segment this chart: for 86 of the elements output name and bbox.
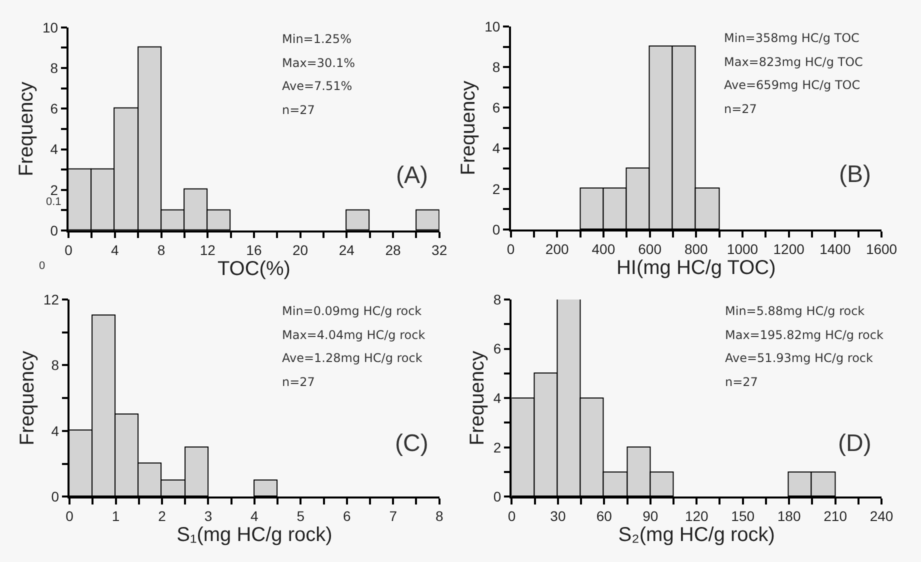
annotation: Max=4.04mg HC/g rock [282,328,426,342]
x-axis-title: S₁(mg HC/g rock) [176,524,332,546]
x-tick-label: 20 [292,242,308,258]
x-axis-title: TOC(%) [217,258,290,280]
y-tick-label: 6 [492,100,500,116]
x-tick-label: 1 [112,508,120,524]
y-axis-title: Frequency [16,350,38,446]
y-tick-label: 0 [50,222,58,238]
annotation: (B) [839,161,871,188]
annotation: n=27 [724,102,757,116]
x-tick-label: 30 [550,508,566,524]
annotation: Ave=7.51% [282,79,352,93]
y-axis-title: Frequency [15,82,38,176]
annotation: (A) [396,162,428,189]
x-tick-label: 90 [642,508,658,524]
y-tick-label: 6 [50,100,58,117]
y-tick-label: 4 [50,141,58,158]
x-tick-label: 60 [596,508,612,524]
x-tick-label: 180 [777,508,801,524]
x-tick-label: 0 [64,242,73,258]
y-tick-label: 8 [51,357,60,374]
annotation: n=27 [725,375,758,389]
y-tick-label: 4 [492,140,500,156]
x-tick-label: 1600 [866,241,898,258]
annotation: Max=30.1% [282,56,355,70]
x-axis-title: HI(mg HC/g TOC) [616,257,776,280]
x-tick-label: 800 [684,241,708,258]
y-tick-label: 0 [492,221,500,238]
x-tick-label: 28 [385,242,401,258]
y-tick-label: 0 [51,488,60,505]
x-tick-label: 4 [250,508,259,524]
annotation: Ave=659mg HC/g TOC [724,78,860,92]
x-tick-label: 600 [638,241,662,258]
x-tick-label: 0 [508,508,516,524]
annotation: Ave=51.93mg HC/g rock [725,351,874,365]
annotation: Max=823mg HC/g TOC [724,55,863,69]
x-tick-label: 400 [592,241,616,258]
x-tick-label: 32 [432,242,448,258]
y-tick-label: 6 [493,340,502,357]
x-tick-label: 6 [342,508,351,524]
annotation: n=27 [282,375,315,389]
y-tick-label: 0 [493,488,502,505]
annotation: Max=195.82mg HC/g rock [725,328,884,342]
x-tick-label: 1200 [773,241,805,258]
y-tick-label: 10 [42,19,58,36]
annotation: Min=0.09mg HC/g rock [282,304,422,318]
x-tick-label: 120 [684,508,709,524]
x-tick-label: 210 [824,508,848,524]
annotation: Min=5.88mg HC/g rock [725,304,865,318]
x-tick-label: 12 [200,242,216,258]
x-tick-label: 200 [545,241,569,258]
annotation: Min=358mg HC/g TOC [724,31,860,45]
annotation: Ave=1.28mg HC/g rock [282,351,422,365]
x-tick-label: 7 [389,508,398,524]
x-tick-label: 16 [246,242,262,258]
x-tick-label: 150 [731,508,755,524]
x-tick-label: 2 [158,508,166,524]
y-tick-label: 8 [492,58,500,75]
y-tick-label: 8 [493,291,502,308]
annotation: n=27 [282,103,315,117]
annotation: (C) [395,430,428,457]
x-tick-label: 3 [204,508,212,524]
x-tick-label: 1400 [820,241,851,258]
y-tick-label: 4 [493,390,502,406]
y-axis-title: Frequency [458,80,480,176]
y-tick-label: 10 [484,18,500,34]
x-tick-label: 1000 [726,241,758,258]
y-tick-label: 2 [50,182,58,198]
text: 0.1 [46,196,62,208]
y-tick-label: 2 [492,180,500,197]
x-axis-title: S₂(mg HC/g rock) [618,524,775,546]
x-tick-label: 4 [111,242,120,258]
y-tick-label: 4 [51,422,60,439]
annotation: Min=1.25% [282,32,352,46]
x-tick-label: 240 [870,508,894,524]
y-tick-label: 2 [493,439,502,456]
x-tick-label: 24 [338,242,355,258]
x-tick-label: 0 [506,241,515,258]
x-tick-label: 8 [435,508,444,524]
x-tick-label: 0 [66,508,74,524]
x-tick-label: 5 [296,508,305,524]
y-axis-title: Frequency [466,350,488,446]
y-tick-label: 8 [50,60,58,76]
y-tick-label: 12 [43,291,60,308]
annotation: (D) [838,430,872,457]
x-tick-label: 8 [157,242,166,258]
